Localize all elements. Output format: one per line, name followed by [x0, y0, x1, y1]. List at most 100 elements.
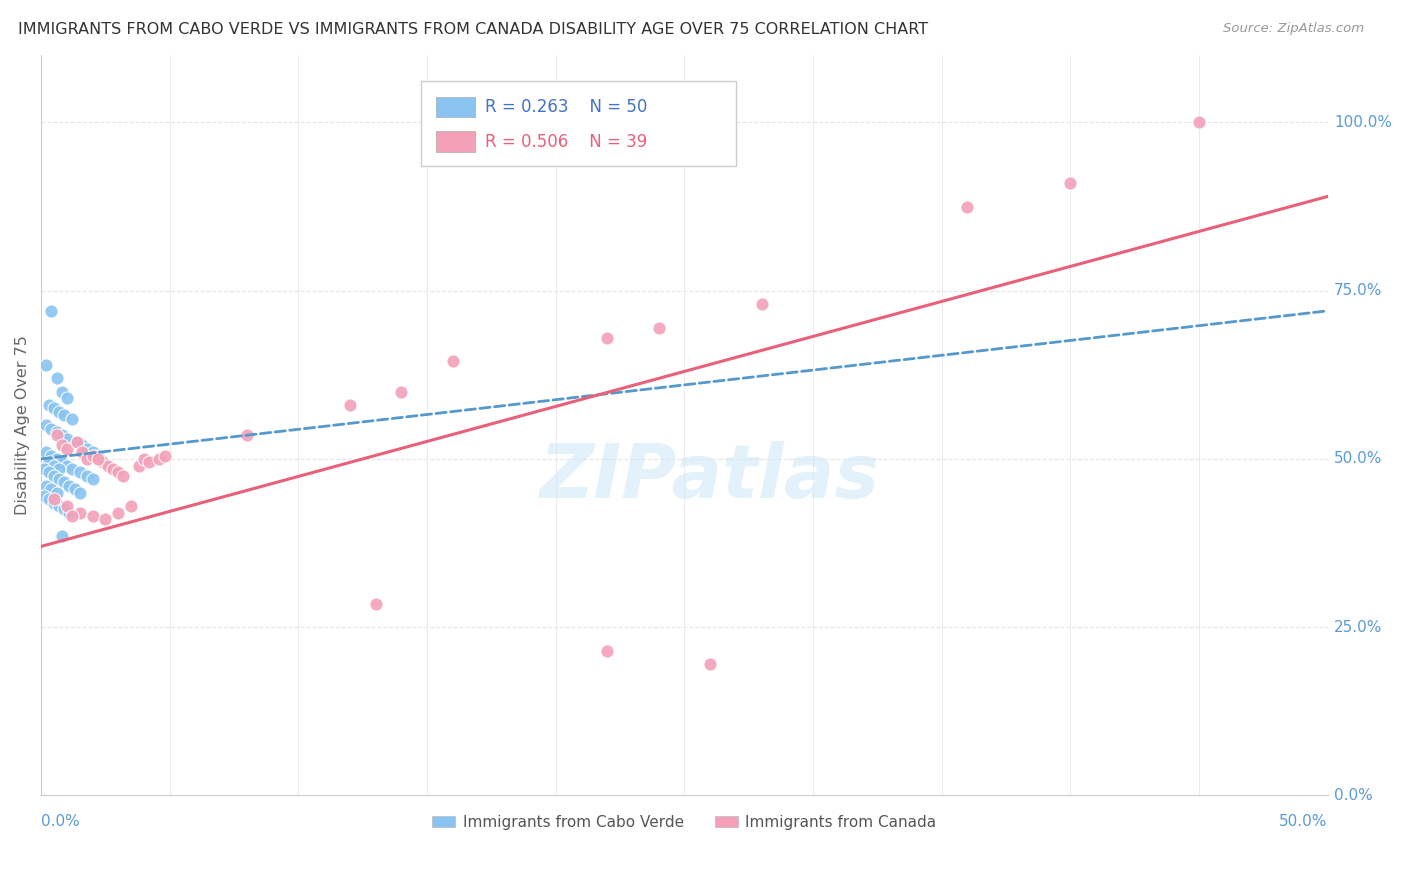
Point [56, 458, 79, 473]
Point [58, 506, 80, 520]
Text: IMMIGRANTS FROM CABO VERDE VS IMMIGRANTS FROM CANADA DISABILITY AGE OVER 75 CORR: IMMIGRANTS FROM CABO VERDE VS IMMIGRANTS… [18, 22, 928, 37]
Point [339, 398, 361, 412]
Point [45, 485, 67, 500]
Point [53, 475, 76, 490]
Point [86, 449, 108, 463]
Point [42, 492, 65, 507]
Point [76, 468, 98, 483]
Point [132, 451, 155, 466]
Point [51, 438, 73, 452]
Point [32, 462, 55, 476]
Point [699, 657, 721, 672]
Point [41, 482, 63, 496]
Point [42, 496, 65, 510]
Point [76, 442, 98, 456]
Point [112, 468, 135, 483]
Point [69, 506, 91, 520]
Point [66, 435, 89, 450]
Point [751, 297, 773, 311]
Point [596, 331, 619, 345]
Point [35, 445, 58, 459]
Y-axis label: Disability Age Over 75: Disability Age Over 75 [15, 335, 30, 516]
Point [38, 466, 60, 480]
Point [364, 597, 387, 611]
Point [1188, 115, 1211, 129]
FancyBboxPatch shape [436, 96, 475, 118]
Point [69, 485, 91, 500]
Point [58, 479, 80, 493]
Point [94, 512, 117, 526]
Point [48, 405, 70, 419]
Point [72, 445, 94, 459]
Point [97, 458, 120, 473]
Point [35, 418, 58, 433]
Point [38, 455, 60, 469]
Point [86, 451, 108, 466]
Point [82, 445, 104, 459]
Point [56, 432, 79, 446]
Text: 25.0%: 25.0% [1334, 620, 1382, 634]
Point [32, 489, 55, 503]
FancyBboxPatch shape [420, 81, 735, 166]
Text: 50.0%: 50.0% [1334, 451, 1382, 467]
Point [41, 449, 63, 463]
Text: 0.0%: 0.0% [41, 814, 80, 829]
Point [120, 499, 142, 513]
Point [45, 371, 67, 385]
Point [60, 411, 83, 425]
Point [66, 435, 89, 450]
Point [60, 462, 83, 476]
Point [51, 529, 73, 543]
Point [51, 384, 73, 399]
Point [82, 449, 104, 463]
Point [128, 458, 150, 473]
Point [596, 643, 619, 657]
Point [138, 455, 160, 469]
Point [42, 458, 65, 473]
Point [82, 472, 104, 486]
FancyBboxPatch shape [436, 131, 475, 153]
Text: 75.0%: 75.0% [1334, 283, 1382, 298]
Point [101, 462, 124, 476]
Point [56, 392, 79, 406]
Point [38, 398, 60, 412]
Point [48, 499, 70, 513]
Point [107, 506, 129, 520]
Point [38, 492, 60, 507]
Point [647, 320, 669, 334]
Point [41, 422, 63, 436]
Point [1059, 176, 1081, 190]
Text: 0.0%: 0.0% [1334, 788, 1372, 803]
Point [48, 472, 70, 486]
Point [441, 354, 464, 368]
Text: 50.0%: 50.0% [1279, 814, 1327, 829]
Point [53, 408, 76, 422]
Point [72, 438, 94, 452]
Point [69, 466, 91, 480]
Point [60, 509, 83, 524]
Text: R = 0.263    N = 50: R = 0.263 N = 50 [485, 98, 647, 116]
Legend: Immigrants from Cabo Verde, Immigrants from Canada: Immigrants from Cabo Verde, Immigrants f… [426, 809, 942, 836]
Text: Source: ZipAtlas.com: Source: ZipAtlas.com [1223, 22, 1364, 36]
Point [82, 509, 104, 524]
Point [51, 455, 73, 469]
Point [107, 466, 129, 480]
Point [51, 428, 73, 442]
Point [45, 451, 67, 466]
Point [236, 428, 259, 442]
Text: 100.0%: 100.0% [1334, 115, 1392, 130]
Point [76, 451, 98, 466]
Point [42, 401, 65, 416]
Point [56, 442, 79, 456]
Point [48, 462, 70, 476]
Point [42, 468, 65, 483]
Point [56, 499, 79, 513]
Point [63, 482, 86, 496]
Point [35, 479, 58, 493]
Point [45, 428, 67, 442]
Text: ZIPatlas: ZIPatlas [540, 441, 880, 514]
Text: R = 0.506    N = 39: R = 0.506 N = 39 [485, 133, 647, 151]
Point [91, 455, 114, 469]
Point [956, 200, 979, 214]
Point [35, 358, 58, 372]
